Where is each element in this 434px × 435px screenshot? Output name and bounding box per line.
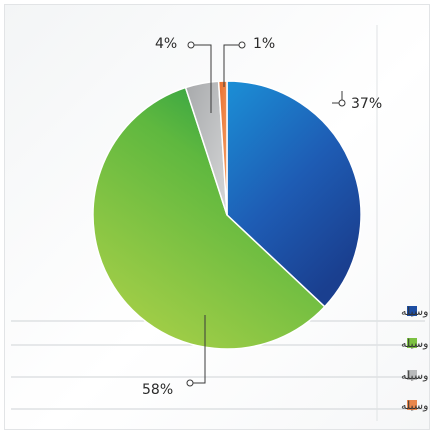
legend-label-2: دو وسیله: [401, 369, 431, 382]
legend-guide-lines: [11, 25, 425, 421]
pie-slice-3: [217, 80, 228, 216]
pie-slice-0: [226, 80, 362, 308]
leader-line-1: [190, 315, 206, 384]
value-callouts: 37% 58% 4% 1%: [142, 36, 382, 398]
legend-label-1: یک وسیله: [401, 337, 431, 350]
data-label-2: 4%: [155, 36, 177, 52]
data-label-3: 1%: [253, 36, 275, 52]
pie-chart: 37% 58% 4% 1% بدون وسیله یک وسیله دو وسیله بیش…: [11, 25, 434, 421]
leader-line-3: [223, 44, 240, 87]
pie-slices: [92, 80, 362, 350]
legend-swatch-2: [407, 370, 417, 380]
legend-swatch-0: [407, 306, 417, 316]
leader-marker-0: [338, 99, 346, 107]
data-label-1: 58%: [142, 382, 173, 398]
data-label-0: 37%: [351, 96, 382, 112]
legend: بدون وسیله یک وسیله دو وسیله بیش از دو وسیل…: [401, 305, 434, 412]
legend-swatch-1: [407, 338, 417, 348]
pie-slice-1: [92, 86, 326, 350]
leader-line-2: [191, 44, 212, 113]
chart-frame: 37% 58% 4% 1% بدون وسیله یک وسیله دو وسیله بیش…: [4, 4, 434, 430]
legend-swatch-3: [407, 400, 417, 410]
legend-label-3: بیش از دو وسیله: [401, 399, 431, 412]
leader-marker-2: [187, 41, 195, 49]
leader-marker-3: [238, 41, 246, 49]
legend-label-0: بدون وسیله: [401, 305, 431, 318]
leader-marker-1: [186, 379, 194, 387]
